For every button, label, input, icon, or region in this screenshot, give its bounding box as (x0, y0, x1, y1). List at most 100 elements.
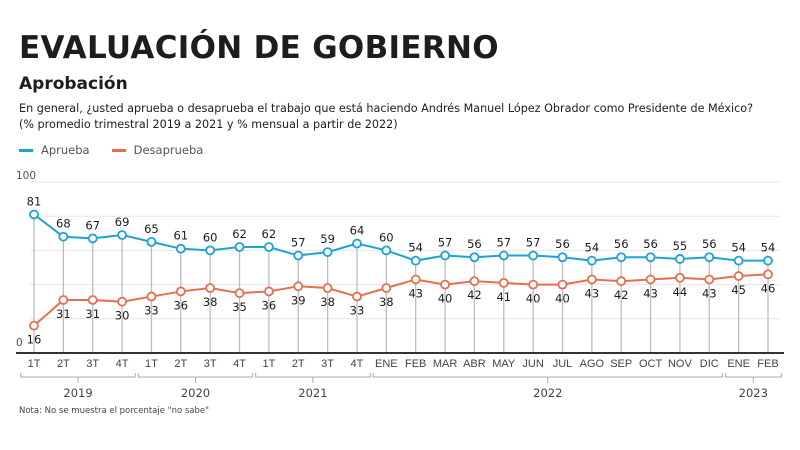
data-point-desaprueba (352, 291, 362, 302)
data-label-aprueba: 68 (56, 217, 71, 231)
legend-item-aprueba: Aprueba (19, 143, 90, 157)
year-label: 2022 (533, 386, 562, 400)
data-label-desaprueba: 33 (350, 304, 365, 318)
x-tick-label: ABR (463, 358, 486, 370)
year-label: 2023 (739, 386, 768, 400)
legend-label-desaprueba: Desaprueba (133, 143, 204, 157)
data-point-desaprueba (234, 288, 245, 299)
data-label-aprueba: 62 (232, 227, 247, 241)
data-label-aprueba: 62 (262, 227, 277, 241)
data-label-desaprueba: 40 (526, 292, 541, 306)
data-label-desaprueba: 31 (85, 307, 100, 321)
x-tick-label: ENE (727, 358, 750, 370)
data-label-aprueba: 56 (467, 237, 482, 251)
data-label-aprueba: 59 (320, 232, 335, 246)
data-label-desaprueba: 46 (761, 281, 776, 295)
data-point-aprueba (528, 250, 539, 261)
data-point-desaprueba (763, 269, 773, 280)
data-label-aprueba: 57 (291, 236, 306, 250)
data-point-desaprueba (733, 271, 744, 281)
x-tick-label: 2T (174, 358, 187, 370)
data-label-desaprueba: 43 (702, 286, 717, 300)
data-point-desaprueba (645, 274, 656, 285)
data-label-aprueba: 60 (203, 230, 218, 244)
x-tick-label: FEB (757, 358, 778, 370)
data-point-aprueba (733, 255, 744, 266)
data-label-aprueba: 54 (585, 241, 600, 255)
data-point-aprueba (352, 238, 362, 249)
x-tick-label: DIC (700, 358, 719, 370)
data-label-aprueba: 56 (702, 237, 717, 251)
year-bracket (137, 373, 254, 383)
data-point-desaprueba (175, 286, 186, 297)
data-point-aprueba (498, 250, 509, 261)
data-label-aprueba: 65 (144, 222, 159, 236)
x-tick-label: FEB (405, 358, 426, 370)
data-label-aprueba: 54 (731, 241, 746, 255)
legend-swatch-desaprueba (111, 148, 126, 152)
data-point-aprueba (557, 252, 568, 263)
data-label-desaprueba: 42 (614, 288, 629, 302)
data-point-aprueba (146, 236, 157, 247)
year-label: 2020 (181, 386, 210, 400)
data-point-desaprueba (410, 274, 421, 285)
data-label-desaprueba: 44 (673, 285, 688, 299)
data-label-aprueba: 56 (555, 237, 570, 251)
data-label-desaprueba: 31 (56, 307, 71, 321)
data-label-aprueba: 69 (115, 215, 130, 229)
data-point-aprueba (763, 255, 773, 266)
data-label-aprueba: 60 (379, 230, 394, 244)
data-label-aprueba: 81 (27, 194, 42, 208)
data-label-aprueba: 67 (85, 218, 100, 232)
x-tick-label: SEP (610, 358, 632, 370)
footnote: Nota: No se muestra el porcentaje "no sa… (19, 406, 210, 416)
data-point-aprueba (616, 252, 627, 263)
data-label-aprueba: 57 (496, 236, 511, 250)
data-point-desaprueba (87, 295, 98, 305)
year-bracket (20, 373, 136, 383)
data-label-desaprueba: 36 (262, 298, 277, 312)
range-note: (% promedio trimestral 2019 a 2021 y % m… (19, 118, 398, 131)
data-label-aprueba: 54 (761, 241, 776, 255)
data-point-desaprueba (205, 283, 216, 293)
data-label-desaprueba: 33 (144, 304, 159, 318)
data-point-aprueba (469, 252, 480, 263)
data-label-desaprueba: 41 (496, 290, 511, 304)
data-point-aprueba (263, 242, 274, 252)
data-point-aprueba (410, 255, 421, 266)
data-label-aprueba: 61 (173, 229, 188, 243)
x-tick-label: 1T (28, 358, 41, 370)
data-point-desaprueba (440, 279, 450, 290)
data-point-desaprueba (29, 320, 39, 331)
x-tick-label: OCT (639, 358, 663, 370)
y-tick-label: 100 (16, 170, 36, 182)
legend: Aprueba Desaprueba (19, 143, 203, 157)
x-tick-label: 4T (351, 358, 364, 370)
data-point-desaprueba (117, 296, 127, 307)
data-point-aprueba (117, 230, 127, 240)
data-point-aprueba (29, 209, 39, 220)
x-tick-label: 3T (204, 358, 217, 370)
data-point-desaprueba (557, 279, 568, 290)
x-tick-label: JUN (522, 358, 543, 370)
data-point-desaprueba (498, 277, 509, 288)
data-point-aprueba (586, 255, 597, 266)
data-point-desaprueba (616, 276, 627, 287)
x-tick-label: 4T (116, 358, 129, 370)
data-label-desaprueba: 38 (203, 295, 218, 309)
x-tick-label: 2T (57, 358, 70, 370)
data-point-aprueba (87, 233, 98, 244)
data-point-aprueba (675, 254, 685, 264)
legend-swatch-aprueba (19, 148, 33, 152)
data-label-aprueba: 54 (408, 241, 423, 255)
data-point-aprueba (381, 245, 392, 256)
question-text: En general, ¿usted aprueba o desaprueba … (19, 102, 754, 115)
legend-item-desaprueba: Desaprueba (111, 143, 204, 157)
data-label-desaprueba: 38 (320, 295, 335, 309)
x-tick-label: 1T (145, 358, 158, 370)
data-point-desaprueba (293, 281, 304, 292)
data-point-aprueba (293, 250, 304, 261)
data-label-desaprueba: 40 (555, 292, 570, 306)
x-tick-label: 3T (321, 358, 334, 370)
data-point-desaprueba (146, 291, 157, 302)
